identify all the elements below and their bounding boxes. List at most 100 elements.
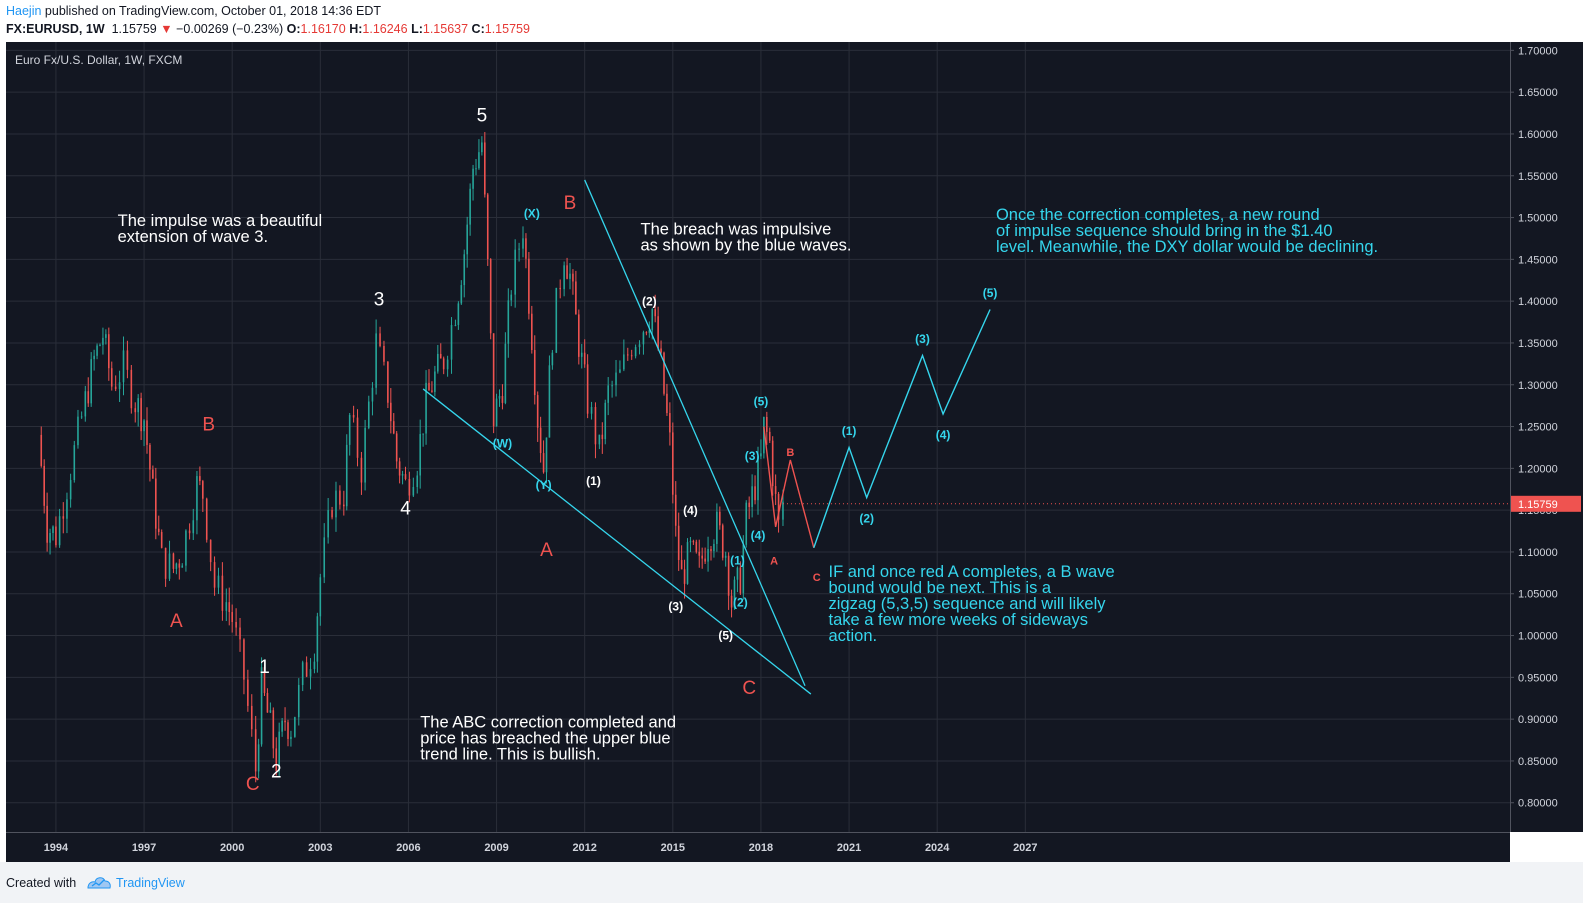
candle-body	[122, 350, 125, 383]
annotation-line: IF and once red A completes, a B wave	[829, 563, 1115, 581]
author-link[interactable]: Haejin	[6, 4, 42, 18]
candle-body	[404, 474, 407, 480]
candle-body	[689, 541, 692, 543]
candle-body	[269, 710, 272, 713]
candle-body	[383, 345, 385, 362]
candle-body	[55, 526, 57, 546]
candle-body	[217, 575, 220, 588]
candle-body	[736, 567, 739, 580]
annotation-line: as shown by the blue waves.	[641, 236, 852, 254]
x-tick-label: 1997	[132, 842, 156, 854]
candle-body	[143, 420, 145, 432]
candle-body	[489, 259, 492, 334]
wave-label: A	[540, 540, 553, 561]
x-tick-label: 2024	[925, 842, 950, 854]
candle-body	[398, 461, 401, 476]
wave-label: (1)	[842, 424, 857, 438]
candle-body	[199, 476, 201, 482]
candle-body	[278, 731, 280, 771]
candle-body	[536, 395, 539, 428]
candle-body	[254, 729, 257, 772]
candle-body	[155, 478, 157, 529]
candle-body	[733, 579, 736, 608]
candle-body	[598, 434, 601, 445]
y-tick-label: 1.10000	[1518, 547, 1558, 559]
annotation-text: Once the correction completes, a new rou…	[996, 206, 1378, 256]
tradingview-logo-icon[interactable]	[86, 874, 112, 890]
wave-label: A	[170, 611, 183, 632]
candle-body	[316, 616, 319, 662]
candle-body	[84, 391, 87, 417]
candle-body	[663, 352, 665, 394]
tradingview-link[interactable]: TradingView	[116, 876, 185, 890]
price-series	[40, 132, 784, 783]
candle-body	[434, 371, 436, 392]
candle-body	[623, 354, 625, 370]
candle-body	[235, 621, 237, 628]
annotation-line: price has breached the upper blue	[420, 730, 670, 748]
candle-body	[695, 541, 698, 552]
candle-body	[108, 334, 110, 369]
candle-body	[168, 553, 171, 579]
candle-body	[590, 407, 593, 414]
wave-label: B	[564, 193, 577, 214]
y-tick-label: 1.20000	[1518, 463, 1558, 475]
chart-area[interactable]: 0.80000 0.85000 0.90000 0.95000 1.00000 1.050…	[6, 42, 1583, 862]
candle-body	[771, 440, 774, 487]
high-label: H:	[349, 22, 363, 36]
low-value: 1.15637	[422, 22, 469, 36]
wave-label: (X)	[524, 207, 540, 221]
candle-body	[586, 364, 589, 414]
candle-body	[657, 316, 659, 349]
candle-body	[721, 525, 724, 558]
chart-svg[interactable]: 0.80000 0.85000 0.90000 0.95000 1.00000 1.050…	[6, 42, 1583, 862]
candle-body	[348, 414, 351, 445]
publish-line: Haejin published on TradingView.com, Oct…	[6, 4, 381, 18]
x-tick-label: 2021	[837, 842, 861, 854]
wave-label: (4)	[936, 428, 951, 442]
low-label: L:	[411, 22, 423, 36]
candle-body	[313, 661, 316, 670]
candle-body	[96, 345, 98, 356]
candle-body	[90, 359, 92, 404]
candle-body	[260, 667, 263, 745]
down-arrow-icon: ▼	[160, 22, 173, 36]
candle-body	[601, 434, 604, 440]
candle-body	[287, 722, 289, 739]
annotation-line: take a few more weeks of sideways	[829, 611, 1089, 629]
candle-body	[305, 662, 308, 677]
wave-label: 5	[477, 105, 488, 126]
projection-red-abc	[763, 426, 815, 548]
candle-body	[157, 528, 160, 532]
candle-body	[110, 368, 113, 387]
candle-body	[672, 432, 674, 495]
candle-body	[395, 433, 398, 462]
candle-body	[495, 398, 498, 427]
candle-body	[607, 385, 609, 403]
plot-background	[6, 42, 1510, 832]
candle-body	[548, 365, 551, 438]
candle-body	[213, 562, 216, 588]
candle-body	[555, 287, 558, 353]
candle-body	[335, 490, 337, 518]
annotation-text: The impulse was a beautiful extension of …	[118, 212, 323, 246]
x-tick-label: 2027	[1013, 842, 1037, 854]
candle-body	[185, 530, 187, 566]
candle-body	[43, 465, 45, 506]
candle-body	[66, 499, 68, 519]
candle-body	[371, 387, 374, 402]
candle-body	[228, 602, 231, 613]
candle-body	[466, 224, 468, 255]
candle-body	[707, 549, 709, 562]
wave-label: (2)	[859, 512, 874, 526]
x-tick-label: 1994	[44, 842, 69, 854]
candle-body	[539, 427, 542, 454]
x-tick-label: 2003	[308, 842, 332, 854]
y-tick-label: 1.60000	[1518, 129, 1558, 141]
candle-body	[196, 476, 198, 521]
annotation-line: bound would be next. This is a	[829, 579, 1052, 597]
last-price-tag-label: 1.15759	[1518, 499, 1558, 511]
candle-body	[319, 577, 322, 617]
candle-body	[533, 349, 536, 396]
candle-body	[309, 669, 312, 677]
